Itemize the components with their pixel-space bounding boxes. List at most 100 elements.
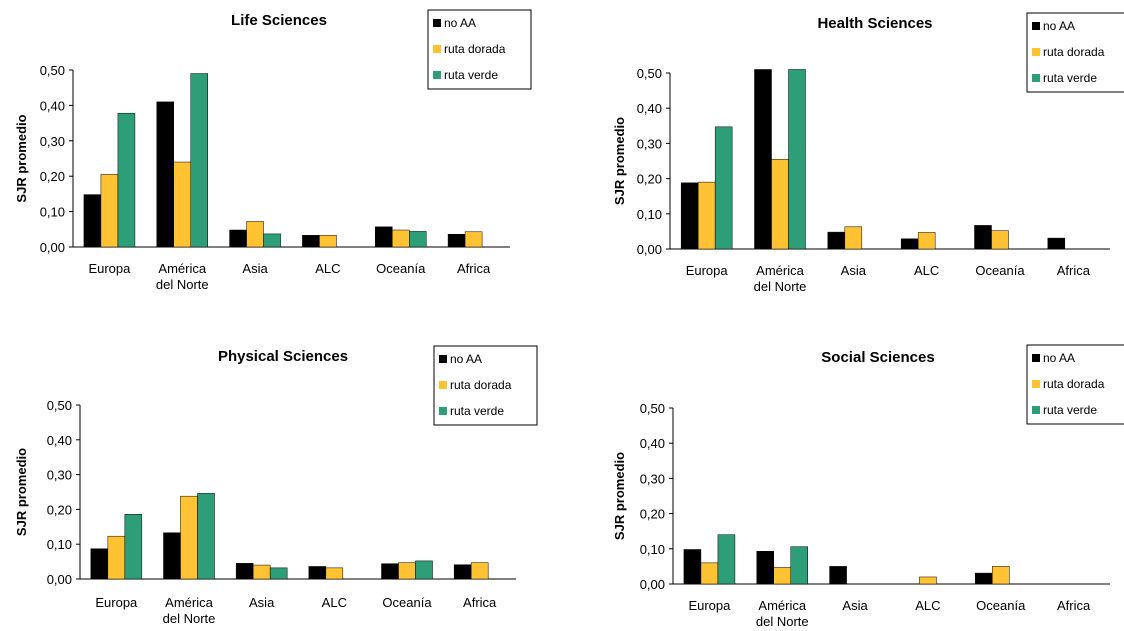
legend: no AA ruta dorada ruta verde	[433, 345, 538, 426]
bar	[464, 231, 483, 248]
legend-label: ruta verde	[444, 68, 498, 82]
y-tick-label: 0,50	[40, 63, 65, 78]
bar	[415, 560, 433, 580]
x-tick-label: Europa	[688, 598, 731, 613]
y-tick-label: 0,00	[40, 240, 65, 255]
legend-swatch	[1032, 380, 1040, 388]
bar	[788, 69, 806, 250]
chart-panel: Health Sciences SJR promedio 0,00 0,10 0,20 0…	[612, 12, 1124, 294]
legend-swatch	[433, 19, 441, 27]
chart-title: Social Sciences	[821, 349, 934, 366]
bar	[697, 181, 716, 250]
bar	[375, 226, 393, 248]
x-tick-label: ALC	[915, 598, 940, 613]
x-tick-label: Oceanía	[976, 598, 1026, 613]
bar	[235, 563, 254, 580]
legend-label: ruta dorada	[444, 42, 506, 56]
chart-panel: Social Sciences SJR promedio 0,00 0,10 0,20 0…	[612, 344, 1124, 629]
x-tick-label: ALC	[914, 263, 939, 278]
bar	[90, 548, 109, 580]
y-tick-label: 0,20	[640, 507, 665, 522]
bar	[409, 231, 427, 248]
x-tick-label: Asia	[249, 595, 275, 610]
bar	[83, 194, 102, 248]
bar	[308, 566, 327, 580]
y-tick-label: 0,20	[637, 172, 662, 187]
x-tick-label: Oceanía	[975, 263, 1025, 278]
y-tick-label: 0,00	[640, 577, 665, 592]
y-tick-label: 0,40	[40, 98, 65, 113]
legend-label: ruta verde	[450, 404, 504, 418]
chart-panel: Life Sciences SJR promedio 0,00 0,10 0,20 0,3…	[14, 9, 532, 292]
y-tick-label: 0,30	[47, 468, 72, 483]
x-tick-label: del Norte	[754, 279, 807, 294]
bar	[714, 126, 733, 250]
bar	[197, 493, 215, 580]
legend-label: ruta verde	[1043, 71, 1097, 85]
legend-label: no AA	[1043, 19, 1075, 33]
x-tick-label: Asia	[842, 598, 868, 613]
y-tick-label: 0,20	[40, 169, 65, 184]
bar	[754, 69, 772, 250]
legend-label: no AA	[1043, 351, 1075, 365]
bar	[680, 182, 699, 250]
y-tick-label: 0,50	[640, 401, 665, 416]
legend-swatch	[1032, 48, 1040, 56]
bar	[252, 564, 271, 580]
y-tick-label: 0,40	[637, 101, 662, 116]
bar	[229, 229, 247, 248]
y-tick-label: 0,40	[47, 433, 72, 448]
y-tick-label: 0,50	[637, 66, 662, 81]
bar	[700, 562, 719, 585]
bar	[117, 112, 136, 248]
bar	[163, 532, 181, 580]
bar	[771, 158, 789, 250]
x-tick-label: Europa	[88, 261, 131, 276]
x-tick-label: Oceanía	[376, 261, 426, 276]
bar	[1047, 237, 1066, 250]
x-tick-label: Oceanía	[382, 595, 432, 610]
x-tick-label: América	[158, 261, 206, 276]
chart-panel: Physical Sciences SJR promedio 0,00 0,10 0,2…	[14, 345, 538, 626]
y-tick-label: 0,10	[640, 542, 665, 557]
y-tick-label: 0,30	[40, 134, 65, 149]
x-tick-label: Africa	[1057, 598, 1091, 613]
bar	[173, 161, 191, 248]
legend-swatch	[1032, 406, 1040, 414]
x-tick-label: Europa	[686, 263, 729, 278]
legend-label: ruta dorada	[1043, 377, 1105, 391]
bar	[900, 238, 919, 250]
x-tick-label: ALC	[315, 261, 340, 276]
legend-swatch	[439, 381, 447, 389]
legend-label: ruta verde	[1043, 403, 1097, 417]
y-tick-label: 0,10	[47, 537, 72, 552]
x-tick-label: Asia	[242, 261, 268, 276]
bar	[156, 101, 174, 248]
y-tick-label: 0,00	[637, 242, 662, 257]
legend-swatch	[439, 407, 447, 415]
y-tick-label: 0,00	[47, 572, 72, 587]
chart-title: Physical Sciences	[218, 348, 348, 365]
legend-swatch	[1032, 74, 1040, 82]
x-tick-label: Asia	[841, 263, 867, 278]
bar	[919, 576, 937, 585]
legend: no AA ruta dorada ruta verde	[1026, 344, 1124, 425]
bar	[453, 564, 472, 580]
bar	[263, 233, 281, 248]
legend-swatch	[439, 355, 447, 363]
legend-label: ruta dorada	[1043, 45, 1105, 59]
x-tick-label: América	[758, 598, 806, 613]
y-axis-label: SJR promedio	[612, 452, 627, 540]
legend-swatch	[1032, 354, 1040, 362]
bar	[756, 551, 774, 585]
bar	[829, 566, 847, 585]
bar	[269, 567, 288, 580]
bar	[392, 229, 410, 248]
x-tick-label: América	[165, 595, 213, 610]
bar	[683, 549, 702, 585]
legend-label: no AA	[450, 352, 482, 366]
legend-box	[433, 345, 538, 426]
bar	[975, 572, 993, 585]
legend-swatch	[1032, 22, 1040, 30]
bar	[302, 235, 320, 248]
